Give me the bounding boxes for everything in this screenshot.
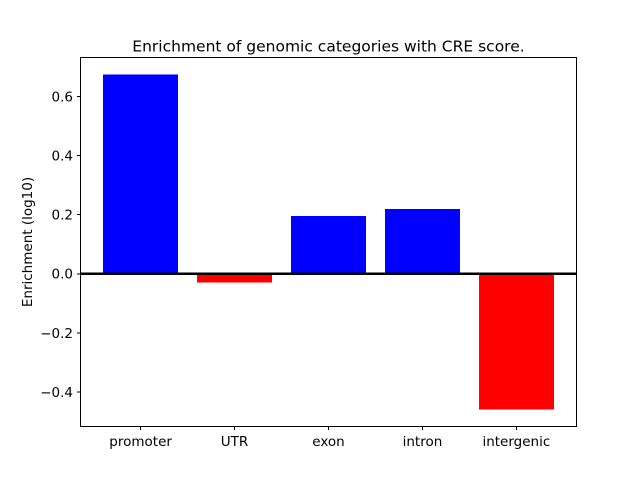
x-tick-label-exon: exon xyxy=(312,434,344,450)
ticks-layer: −0.4 −0.2 0.0 0.2 0.4 0.6 promoter UTR exon intro… xyxy=(40,89,550,450)
x-tick-label-UTR: UTR xyxy=(221,434,249,450)
bars-layer xyxy=(103,74,554,410)
y-tick-label: 0.2 xyxy=(52,208,73,224)
y-tick-label: −0.2 xyxy=(40,326,73,342)
bar-promoter xyxy=(103,74,179,274)
y-tick-label: 0.4 xyxy=(52,148,73,164)
x-tick-label-intron: intron xyxy=(403,434,443,450)
bar-UTR xyxy=(196,273,273,283)
y-tick-label: 0.0 xyxy=(52,267,73,283)
y-tick-label: −0.4 xyxy=(40,385,73,401)
y-tick-label: 0.6 xyxy=(52,89,73,105)
x-tick-label-intergenic: intergenic xyxy=(482,434,550,450)
bar-intron xyxy=(384,208,461,274)
bar-intergenic xyxy=(478,273,554,410)
chart-title: Enrichment of genomic categories with CR… xyxy=(132,38,524,56)
bar-exon xyxy=(290,216,367,274)
y-axis-label: Enrichment (log10) xyxy=(20,177,36,307)
x-tick-label-promoter: promoter xyxy=(109,434,172,450)
